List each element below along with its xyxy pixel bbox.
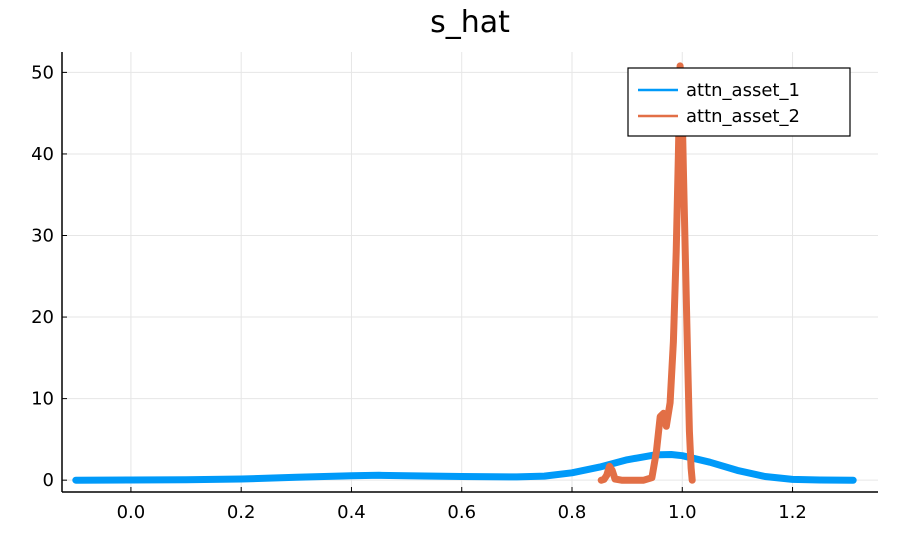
y-tick-label: 30 [31,226,54,247]
series-line-attn-asset-1 [72,451,857,484]
y-tick-label: 40 [31,144,54,165]
legend-label: attn_asset_1 [686,80,800,101]
x-tick-label: 0.2 [227,502,256,523]
legend-box [627,67,851,137]
axes: 0.0 0.2 0.4 0.6 0.8 1.0 1.2 0 10 20 30 40 50 [31,52,878,523]
x-tick-label: 0.6 [447,502,476,523]
series-layer [72,62,857,484]
x-tick-label: 1.0 [668,502,697,523]
x-tick-label: 0.8 [558,502,587,523]
y-tick-label: 20 [31,307,54,328]
series-line-attn-asset-2 [597,62,696,484]
legend: attn_asset_1 attn_asset_2 [627,67,851,137]
y-tick-label: 0 [43,470,54,491]
y-tick-label: 50 [31,62,54,83]
y-tick-label: 10 [31,389,54,410]
x-tick-label: 0.4 [337,502,366,523]
legend-label: attn_asset_2 [686,106,800,127]
x-tick-label: 1.2 [778,502,807,523]
chart-title: s_hat [430,5,510,40]
x-tick-label: 0.0 [117,502,146,523]
